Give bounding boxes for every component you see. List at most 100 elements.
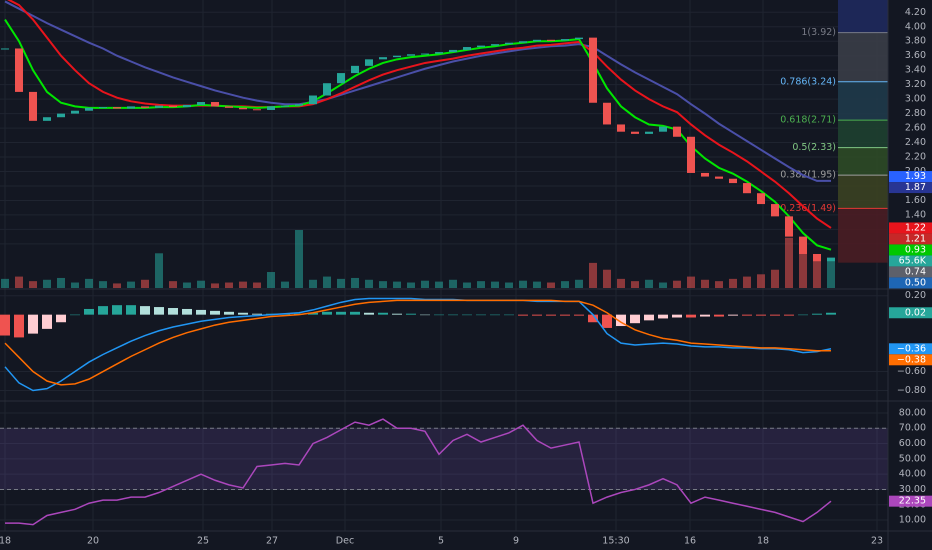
y-tick-label: 3.20 xyxy=(905,79,926,90)
y-tick-label: 2.40 xyxy=(905,137,926,148)
volume-bar xyxy=(211,283,219,288)
candle-body xyxy=(29,91,37,121)
candle-body xyxy=(169,105,177,108)
volume-bar xyxy=(477,281,485,288)
candle-body xyxy=(85,107,93,111)
candle-body xyxy=(827,257,835,262)
macd-histogram-bar xyxy=(0,314,10,336)
price-badge xyxy=(889,266,932,278)
volume-bar xyxy=(15,276,23,288)
x-tick-label: 18 xyxy=(0,536,11,547)
candle-body xyxy=(519,41,527,43)
volume-bar xyxy=(57,277,65,288)
candle-body xyxy=(155,105,163,108)
volume-bar xyxy=(603,269,611,288)
volume-bar xyxy=(659,282,667,288)
candle-body xyxy=(295,104,303,106)
candle-body xyxy=(505,42,513,45)
macd-histogram-bar xyxy=(252,313,262,315)
price-badge-label: 1.22 xyxy=(905,222,926,233)
fib-label: 0.382(1.95) xyxy=(780,170,836,181)
price-badge xyxy=(889,354,932,366)
y-tick-label: 30.00 xyxy=(899,484,926,495)
y-tick-label: 50.00 xyxy=(899,453,926,464)
candle-body xyxy=(449,49,457,53)
candle-body xyxy=(617,124,625,132)
candle-body xyxy=(71,110,79,114)
y-tick-label: 0.20 xyxy=(905,290,926,301)
volume-bar xyxy=(85,278,93,288)
candle-body xyxy=(547,39,555,41)
candle-body xyxy=(15,48,23,92)
candle-body xyxy=(239,107,247,110)
macd-histogram-bar xyxy=(336,311,346,315)
macd-histogram-bar xyxy=(42,314,52,329)
volume-bar xyxy=(673,280,681,288)
candle-body xyxy=(813,253,821,262)
candle-body xyxy=(337,73,345,84)
candle-body xyxy=(127,106,135,109)
candle-body xyxy=(211,102,219,107)
y-tick-label: 60.00 xyxy=(899,438,926,449)
volume-bar xyxy=(1,278,9,288)
macd-line xyxy=(4,299,831,386)
candle-body xyxy=(281,105,289,107)
volume-bar xyxy=(631,281,639,288)
y-tick-label: 4.20 xyxy=(905,7,926,18)
x-tick-label: 18 xyxy=(757,536,769,547)
volume-bar xyxy=(519,280,527,288)
candle-body xyxy=(491,44,499,46)
volume-bar xyxy=(827,258,835,288)
volume-bar xyxy=(225,282,233,288)
candle-body xyxy=(631,131,639,134)
volume-bar xyxy=(295,230,303,288)
rsi-line xyxy=(5,418,832,526)
candle-body xyxy=(57,113,65,118)
volume-bar xyxy=(113,283,121,288)
volume-bar xyxy=(71,282,79,288)
candle-body xyxy=(701,172,709,177)
candle-body xyxy=(393,55,401,58)
candle-body xyxy=(421,53,429,55)
macd-histogram-bar xyxy=(70,314,80,316)
price-badge-label: 22.35 xyxy=(899,496,926,507)
price-badge-label: 1.93 xyxy=(905,171,926,182)
volume-bar xyxy=(785,237,793,288)
volume-bar xyxy=(547,282,555,288)
candle-body xyxy=(225,106,233,108)
volume-bar xyxy=(337,278,345,288)
candle-body xyxy=(715,176,723,179)
macd-histogram-bar xyxy=(392,313,402,315)
candle-body xyxy=(659,126,667,132)
macd-histogram-bar xyxy=(826,312,836,315)
volume-bar xyxy=(757,274,765,288)
macd-histogram-bar xyxy=(784,314,794,316)
candle-body xyxy=(799,236,807,254)
volume-bar xyxy=(169,281,177,288)
macd-histogram-bar xyxy=(434,314,444,316)
macd-histogram-bar xyxy=(168,308,178,315)
macd-histogram-bar xyxy=(448,314,458,316)
candle-body xyxy=(729,178,737,184)
macd-histogram-bar xyxy=(504,314,514,316)
volume-bar xyxy=(393,281,401,288)
price-badge-label: 0.93 xyxy=(905,244,926,255)
volume-bar xyxy=(407,282,415,288)
macd-histogram-bar xyxy=(126,305,136,315)
y-tick-label: 1.60 xyxy=(905,195,926,206)
macd-histogram-bar xyxy=(28,314,38,334)
volume-bar xyxy=(561,281,569,288)
price-badge xyxy=(889,255,932,267)
volume-bar xyxy=(491,281,499,288)
candle-body xyxy=(687,136,695,173)
macd-histogram-bar xyxy=(560,314,570,316)
x-tick-label: 15:30 xyxy=(602,536,629,547)
candle-body xyxy=(533,39,541,42)
candle-body xyxy=(113,107,121,109)
macd-histogram-bar xyxy=(672,314,682,318)
y-tick-label: 3.00 xyxy=(905,94,926,105)
candle-body xyxy=(589,37,597,103)
volume-bar xyxy=(435,281,443,288)
volume-bar xyxy=(743,276,751,288)
